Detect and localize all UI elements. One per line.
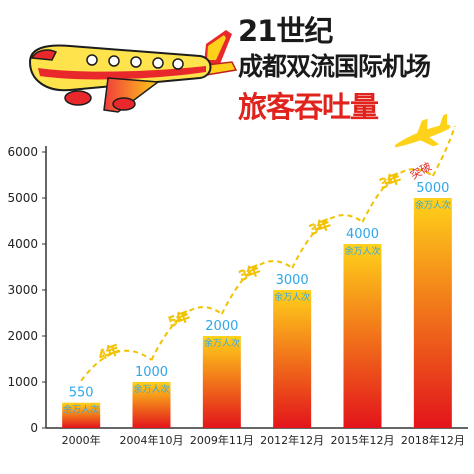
growth-curve xyxy=(80,349,153,382)
x-tick-label: 2009年11月 xyxy=(190,433,254,447)
bar xyxy=(132,382,171,428)
bar xyxy=(202,336,241,428)
interval-label: 3年 xyxy=(308,217,333,238)
y-tick-label: 6000 xyxy=(7,145,38,159)
bar xyxy=(413,198,452,428)
bar xyxy=(62,402,101,428)
bars xyxy=(62,198,452,428)
bar-labels: 550 余万人次 1000 余万人次 2000 余万人次 3000 余万人次 4000 余万人次 5… xyxy=(63,181,451,416)
interval-label: 3年 xyxy=(237,263,262,284)
title-line-2: 成都双流国际机场 xyxy=(238,52,431,81)
y-tick-label: 0 xyxy=(30,421,38,435)
airplane-illustration xyxy=(28,30,238,113)
x-tick-label: 2000年 xyxy=(62,433,101,447)
x-tick-label: 2004年10月 xyxy=(120,433,184,447)
y-tick-label: 2000 xyxy=(7,329,38,343)
bar-unit-label: 余万人次 xyxy=(274,291,310,303)
bar-unit-label: 余万人次 xyxy=(204,337,240,349)
y-tick-label: 1000 xyxy=(7,375,38,389)
y-tick-label: 5000 xyxy=(7,191,38,205)
growth-curve xyxy=(431,125,456,177)
title-line-3: 旅客吞吐量 xyxy=(238,90,379,124)
bar-value-label: 3000 xyxy=(276,273,309,288)
y-tick-label: 3000 xyxy=(7,283,38,297)
y-tick-label: 4000 xyxy=(7,237,38,251)
interval-label: 3年 xyxy=(378,171,403,192)
bar xyxy=(343,244,382,428)
small-plane-icon xyxy=(394,113,451,148)
bar xyxy=(273,290,312,428)
bar-unit-label: 余万人次 xyxy=(415,199,451,211)
bar-value-label: 1000 xyxy=(135,365,168,380)
bar-value-label: 5000 xyxy=(416,181,449,196)
x-tick-label: 2018年12月 xyxy=(401,433,465,447)
x-tick-label: 2012年12月 xyxy=(260,433,324,447)
x-tick-label: 2015年12月 xyxy=(331,433,395,447)
breakthrough-annotation: 突破 xyxy=(408,159,434,182)
bar-unit-label: 余万人次 xyxy=(63,404,99,416)
interval-label: 4年 xyxy=(97,342,122,363)
interval-label: 5年 xyxy=(167,309,192,330)
title-line-1: 21世纪 xyxy=(238,14,333,48)
bar-value-label: 4000 xyxy=(346,227,379,242)
bar-value-label: 2000 xyxy=(205,319,238,334)
bar-value-label: 550 xyxy=(69,386,94,401)
y-tick-labels: 0 1000 2000 3000 4000 5000 6000 xyxy=(7,145,46,435)
bar-unit-label: 余万人次 xyxy=(133,383,169,395)
bar-unit-label: 余万人次 xyxy=(344,245,380,257)
x-tick-labels: 2000年 2004年10月 2009年11月 2012年12月 2015年12月 201… xyxy=(62,433,465,447)
